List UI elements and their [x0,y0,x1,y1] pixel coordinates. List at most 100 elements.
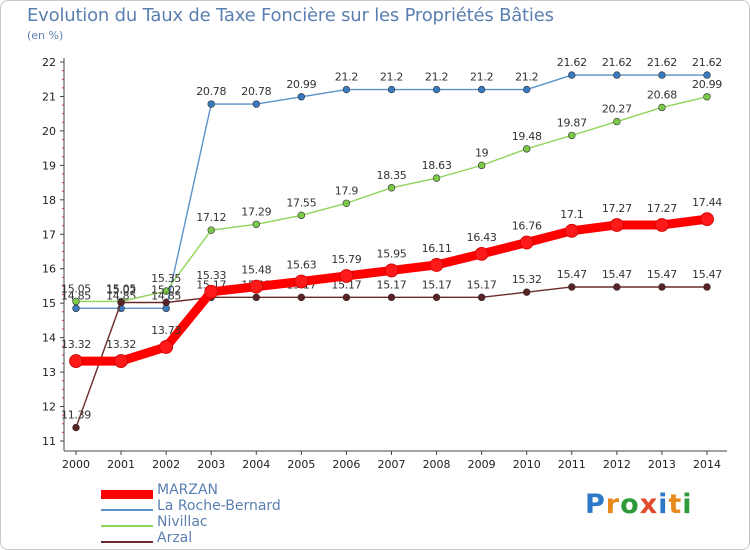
x-tick-label: 2000 [62,458,90,471]
data-point-nivillac [613,117,621,126]
data-point-arzal [162,298,170,307]
data-point-arzal [432,293,441,302]
data-point-arzal [568,283,576,291]
legend-swatch-marzan [101,490,153,499]
brand-letter: x [639,489,659,520]
data-label-la-roche-bernard: 20.78 [196,85,226,98]
data-point-la-roche-bernard [523,85,531,94]
data-point-la-roche-bernard [703,71,711,79]
data-label-marzan: 17.27 [602,202,632,215]
data-point-marzan [519,235,534,250]
data-label-la-roche-bernard: 21.62 [602,56,632,69]
legend-label-marzan: MARZAN [157,482,219,498]
data-label-nivillac: 15.35 [151,272,181,285]
data-label-la-roche-bernard: 20.78 [241,85,271,98]
x-tick-label: 2007 [378,458,406,471]
data-point-la-roche-bernard [477,85,486,94]
x-tick-label: 2013 [648,458,676,471]
data-point-nivillac [207,226,215,234]
data-point-la-roche-bernard [432,85,441,94]
data-point-marzan [564,223,579,238]
x-tick-label: 2009 [468,458,496,471]
data-point-la-roche-bernard [72,304,80,313]
data-point-arzal [477,293,486,302]
data-label-nivillac: 20.27 [602,103,632,116]
data-label-arzal: 15.32 [512,273,542,286]
data-label-nivillac: 17.9 [335,184,359,197]
data-label-arzal: 15.47 [647,268,677,281]
brand-letter: o [620,489,640,520]
brand-logo: Proxiti [585,489,693,520]
data-point-la-roche-bernard [207,100,215,108]
data-label-nivillac: 17.29 [241,205,271,218]
data-point-la-roche-bernard [658,71,666,79]
legend-swatch-arzal [101,541,153,543]
data-point-nivillac [297,211,306,220]
data-label-arzal: 15.02 [106,283,136,296]
data-label-nivillac: 15.05 [106,282,136,295]
data-label-marzan: 15.48 [241,264,271,277]
series-line-arzal [75,286,707,428]
x-tick-label: 2008 [423,458,451,471]
x-tick-label: 2012 [603,458,631,471]
data-label-marzan: 13.73 [151,324,181,337]
y-tick-label: 17 [42,228,56,241]
y-tick-label: 18 [42,194,56,207]
data-point-la-roche-bernard [568,71,576,79]
data-point-marzan [384,263,399,278]
x-tick-label: 2005 [287,458,315,471]
data-label-arzal: 15.17 [331,278,361,291]
data-label-arzal: 15.47 [602,268,632,281]
unit-label: (en %) [27,29,64,42]
data-point-arzal [703,283,711,291]
data-point-arzal [297,293,306,302]
data-label-la-roche-bernard: 20.99 [286,78,316,91]
y-tick-label: 14 [42,332,56,345]
data-label-la-roche-bernard: 21.2 [425,71,448,84]
x-tick-label: 2002 [152,458,180,471]
data-point-nivillac [568,131,576,140]
y-tick-label: 21 [42,90,56,103]
data-label-arzal: 15.17 [467,278,497,291]
data-point-la-roche-bernard [342,85,351,94]
data-label-marzan: 15.63 [286,258,316,271]
data-label-arzal: 15.17 [422,278,452,291]
data-label-marzan: 13.32 [106,338,136,351]
data-label-arzal: 15.17 [377,278,407,291]
data-point-arzal [387,293,396,302]
legend-label-arzal: Arzal [157,530,193,546]
data-point-la-roche-bernard [613,71,621,79]
y-tick-label: 15 [42,297,56,310]
data-point-marzan [114,354,128,368]
brand-letter: P [585,489,606,520]
data-point-marzan [69,354,83,368]
x-tick-label: 2001 [107,458,135,471]
x-tick-label: 2004 [242,458,270,471]
data-point-arzal [342,293,351,302]
data-point-nivillac [523,145,531,153]
data-label-nivillac: 19 [475,146,489,159]
data-label-marzan: 15.33 [196,269,226,282]
data-label-marzan: 13.32 [61,338,91,351]
data-label-arzal: 15.47 [692,268,722,281]
data-point-marzan [159,340,174,354]
data-point-nivillac [342,199,351,207]
data-label-nivillac: 19.48 [512,130,542,143]
data-point-la-roche-bernard [297,93,306,101]
data-label-nivillac: 18.35 [377,169,407,182]
legend-label-la-roche-bernard: La Roche-Bernard [157,498,281,514]
data-point-marzan [204,284,219,299]
data-point-nivillac [252,220,260,228]
data-point-marzan [339,269,354,283]
legend-label-nivillac: Nivillac [157,514,208,530]
data-point-nivillac [658,103,666,112]
data-label-la-roche-bernard: 21.2 [470,71,493,84]
data-point-nivillac [72,297,80,306]
data-point-marzan [655,218,669,232]
legend-swatch-nivillac [101,525,153,527]
data-point-marzan [429,258,444,272]
data-point-marzan [294,274,309,289]
x-tick-label: 2014 [693,458,721,471]
x-tick-label: 2010 [513,458,541,471]
data-label-nivillac: 15.05 [61,282,91,295]
